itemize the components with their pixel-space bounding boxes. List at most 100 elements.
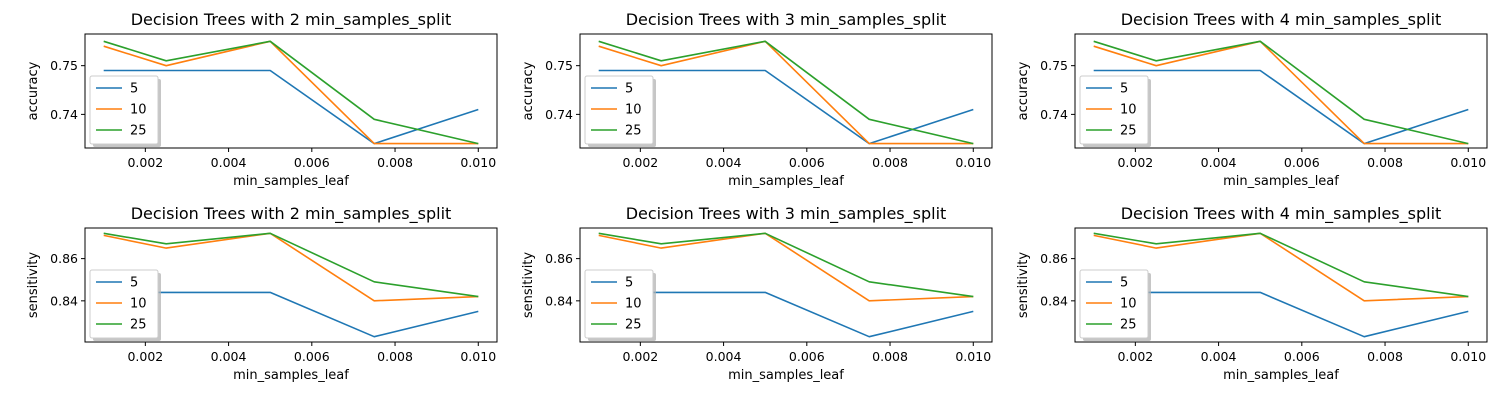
x-axis-label: min_samples_leaf: [1223, 174, 1339, 189]
x-tick-label: 0.004: [1201, 155, 1237, 170]
y-axis-label: accuracy: [521, 61, 536, 120]
x-tick-label: 0.002: [622, 155, 658, 170]
y-tick-label: 0.74: [1040, 107, 1068, 122]
legend-label: 5: [625, 276, 633, 291]
legend-label: 25: [130, 318, 147, 333]
x-tick-label: 0.006: [294, 155, 330, 170]
plot-frame: [579, 33, 993, 149]
x-tick-label: 0.004: [1201, 349, 1237, 364]
chart-title: Decision Trees with 3 min_samples_split: [626, 10, 947, 30]
x-axis-label: min_samples_leaf: [728, 174, 844, 189]
x-tick-label: 0.004: [706, 349, 742, 364]
x-tick-label: 0.008: [872, 349, 908, 364]
series-line-5: [598, 69, 974, 145]
legend-label: 10: [1120, 297, 1137, 312]
legend-label: 5: [1120, 82, 1128, 97]
x-tick-label: 0.004: [211, 155, 247, 170]
legend-box: [89, 75, 159, 145]
y-tick-label: 0.86: [1040, 251, 1068, 266]
chart-title: Decision Trees with 2 min_samples_split: [131, 204, 452, 224]
legend-label: 10: [130, 297, 147, 312]
legend-label: 10: [625, 297, 642, 312]
legend-label: 25: [625, 124, 642, 139]
x-tick-label: 0.008: [872, 155, 908, 170]
x-tick-label: 0.002: [622, 349, 658, 364]
y-axis-label: sensitivity: [1016, 252, 1031, 319]
x-axis-label: min_samples_leaf: [233, 174, 349, 189]
x-tick-label: 0.006: [789, 349, 825, 364]
legend-label: 10: [1120, 103, 1137, 118]
x-axis-label: min_samples_leaf: [1223, 368, 1339, 383]
chart-title: Decision Trees with 4 min_samples_split: [1121, 10, 1442, 30]
series-line-25: [598, 40, 974, 145]
y-axis-label: sensitivity: [521, 252, 536, 319]
series-line-25: [598, 232, 974, 298]
x-tick-label: 0.008: [377, 349, 413, 364]
x-tick-label: 0.010: [460, 155, 496, 170]
legend-box: [1079, 269, 1149, 339]
y-axis-label: sensitivity: [26, 252, 41, 319]
plot-frame: [1074, 33, 1488, 149]
y-tick-label: 0.75: [545, 58, 573, 73]
legend-box: [1079, 75, 1149, 145]
x-axis-label: min_samples_leaf: [728, 368, 844, 383]
legend-label: 25: [130, 124, 147, 139]
legend-label: 5: [130, 82, 138, 97]
y-axis-label: accuracy: [26, 61, 41, 120]
x-tick-label: 0.002: [127, 155, 163, 170]
y-tick-label: 0.75: [50, 58, 78, 73]
x-tick-label: 0.002: [1117, 349, 1153, 364]
y-tick-label: 0.84: [545, 293, 573, 308]
x-tick-label: 0.010: [955, 155, 991, 170]
x-tick-label: 0.002: [1117, 155, 1153, 170]
chart-panel: Decision Trees with 3 min_samples_split 0…: [521, 10, 993, 189]
chart-panel: Decision Trees with 2 min_samples_split 0…: [26, 204, 498, 383]
legend-box: [89, 269, 159, 339]
series-line-25: [103, 232, 479, 298]
y-tick-label: 0.86: [50, 251, 78, 266]
x-tick-label: 0.008: [1367, 349, 1403, 364]
y-tick-label: 0.74: [545, 107, 573, 122]
series-line-25: [103, 40, 479, 145]
legend-label: 25: [1120, 318, 1137, 333]
x-tick-label: 0.008: [1367, 155, 1403, 170]
plot-frame: [84, 227, 498, 343]
x-tick-label: 0.006: [1284, 349, 1320, 364]
legend-box: [584, 269, 654, 339]
y-tick-label: 0.84: [1040, 293, 1068, 308]
x-tick-label: 0.004: [706, 155, 742, 170]
x-tick-label: 0.010: [1450, 155, 1486, 170]
x-tick-label: 0.008: [377, 155, 413, 170]
chart-title: Decision Trees with 4 min_samples_split: [1121, 204, 1442, 224]
chart-panel: Decision Trees with 2 min_samples_split 0…: [26, 10, 498, 189]
series-line-5: [1093, 69, 1469, 145]
legend-label: 10: [625, 103, 642, 118]
chart-panel: Decision Trees with 4 min_samples_split 0…: [1016, 10, 1488, 189]
y-tick-label: 0.86: [545, 251, 573, 266]
y-tick-label: 0.74: [50, 107, 78, 122]
legend-label: 5: [130, 276, 138, 291]
legend-box: [584, 75, 654, 145]
y-tick-label: 0.75: [1040, 58, 1068, 73]
legend-label: 10: [130, 103, 147, 118]
x-tick-label: 0.006: [1284, 155, 1320, 170]
x-axis-label: min_samples_leaf: [233, 368, 349, 383]
x-tick-label: 0.006: [294, 349, 330, 364]
legend-label: 5: [625, 82, 633, 97]
x-tick-label: 0.002: [127, 349, 163, 364]
series-line-25: [1093, 232, 1469, 298]
y-axis-label: accuracy: [1016, 61, 1031, 120]
x-tick-label: 0.010: [460, 349, 496, 364]
chart-title: Decision Trees with 2 min_samples_split: [131, 10, 452, 30]
legend-label: 25: [1120, 124, 1137, 139]
chart-panel: Decision Trees with 4 min_samples_split 0…: [1016, 204, 1488, 383]
x-tick-label: 0.010: [955, 349, 991, 364]
plot-frame: [84, 33, 498, 149]
x-tick-label: 0.006: [789, 155, 825, 170]
series-line-25: [1093, 40, 1469, 145]
x-tick-label: 0.010: [1450, 349, 1486, 364]
legend-label: 25: [625, 318, 642, 333]
x-tick-label: 0.004: [211, 349, 247, 364]
plot-frame: [579, 227, 993, 343]
